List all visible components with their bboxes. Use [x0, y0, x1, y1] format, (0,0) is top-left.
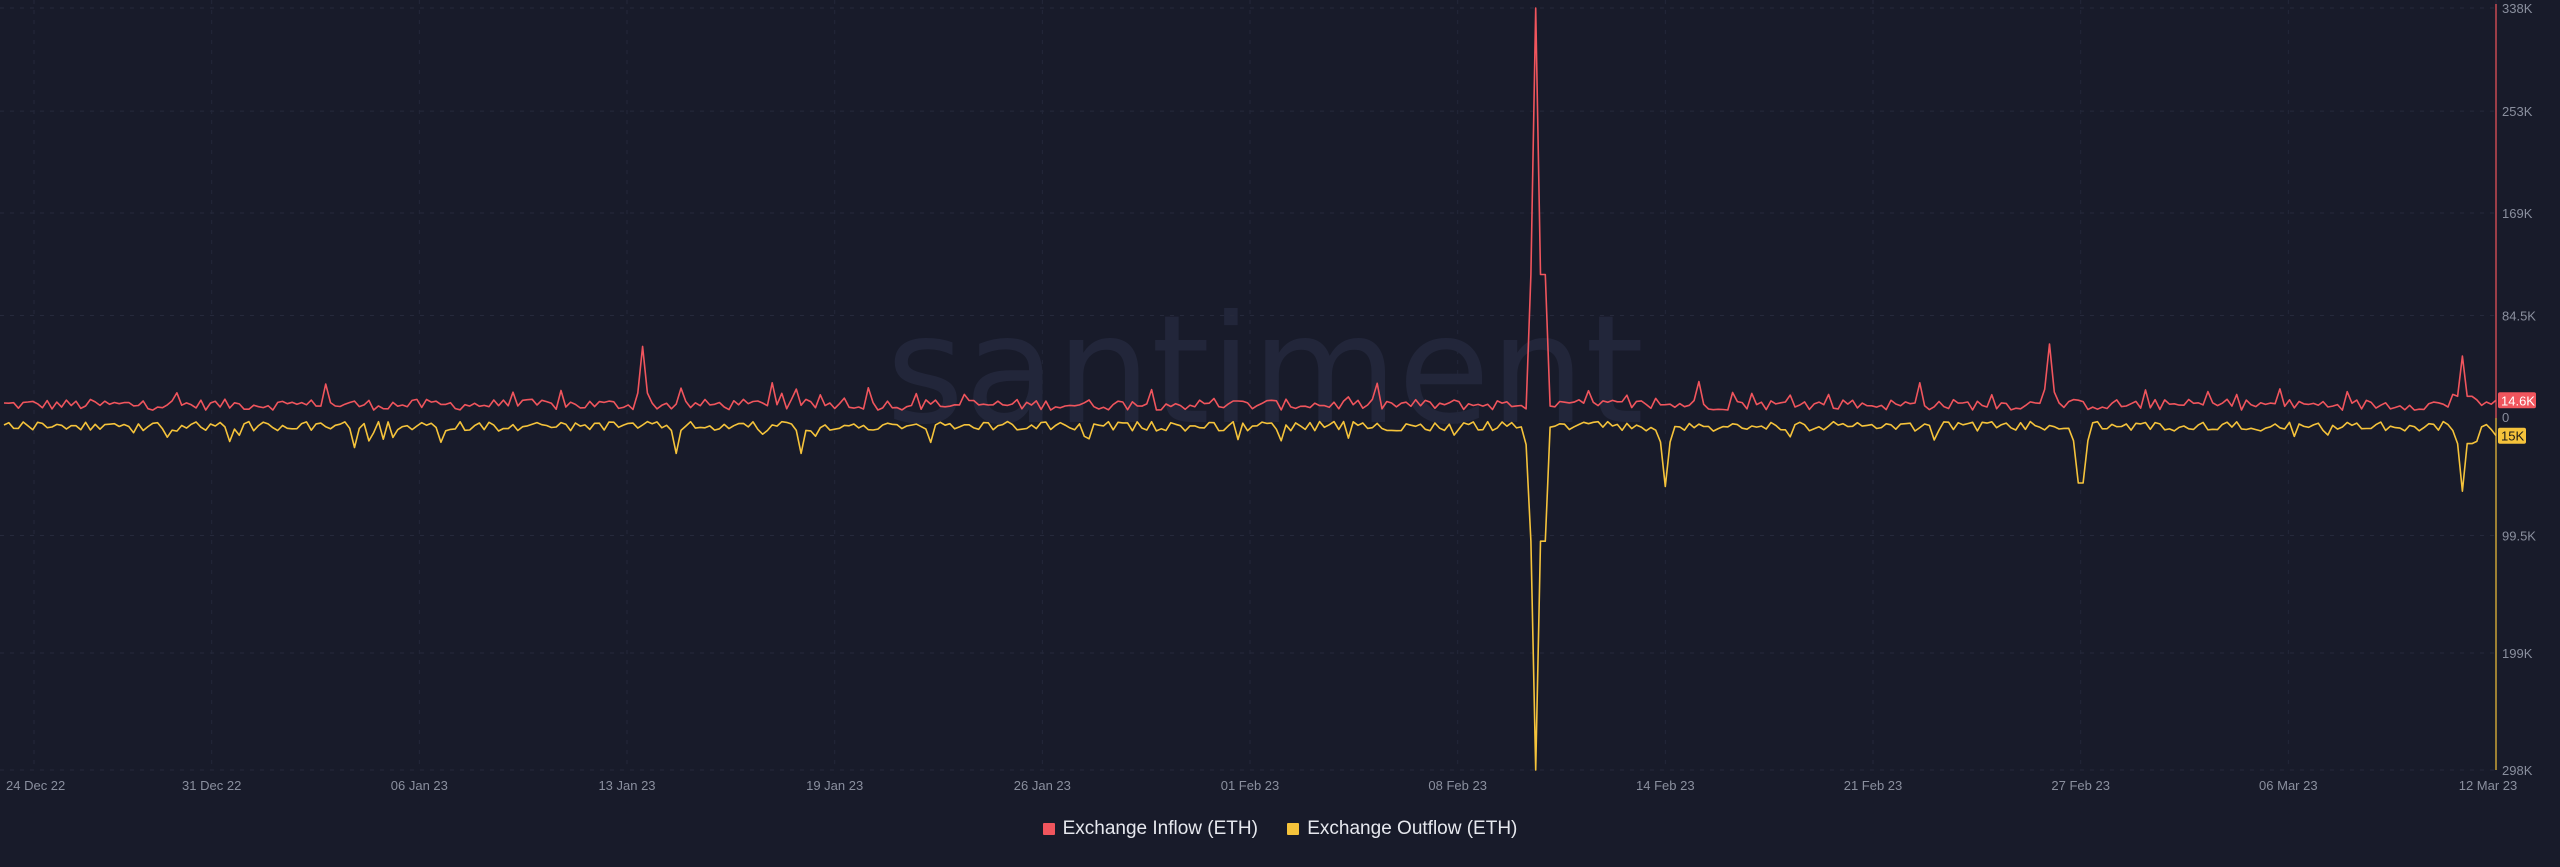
series-line-inflow	[3, 7, 2497, 411]
x-tick-label: 19 Jan 23	[806, 778, 863, 793]
y-axis-labels: 338K 253K 169K 84.5K 0 99.5K 199K 298K	[2502, 1, 2536, 778]
x-tick-label: 12 Mar 23	[2459, 778, 2518, 793]
x-tick-label: 24 Dec 22	[6, 778, 65, 793]
x-tick-label: 31 Dec 22	[182, 778, 241, 793]
series-line-outflow	[3, 420, 2497, 771]
legend: Exchange Inflow (ETH) Exchange Outflow (…	[0, 818, 2560, 841]
inflow-swatch-icon	[1042, 823, 1055, 835]
x-tick-label: 26 Jan 23	[1014, 778, 1071, 793]
y-tick-label: 84.5K	[2502, 309, 2536, 324]
x-tick-label: 06 Mar 23	[2259, 778, 2318, 793]
legend-item-outflow[interactable]: Exchange Outflow (ETH)	[1287, 818, 1517, 840]
y-tick-label: 298K	[2502, 763, 2533, 778]
outflow-value-text: 15K	[2501, 429, 2524, 444]
y-tick-label: 199K	[2502, 646, 2533, 661]
inflow-value-badge	[2498, 392, 2536, 409]
legend-label-inflow: Exchange Inflow (ETH)	[1062, 818, 1258, 839]
outflow-value-badge	[2498, 427, 2526, 444]
y-tick-label: 99.5K	[2502, 529, 2536, 544]
x-tick-label: 08 Feb 23	[1428, 778, 1487, 793]
inflow-value-text: 14.6K	[2501, 393, 2535, 408]
legend-item-inflow[interactable]: Exchange Inflow (ETH)	[1042, 818, 1258, 840]
y-tick-label: 169K	[2502, 206, 2533, 221]
x-axis-labels: 24 Dec 22 31 Dec 22 06 Jan 23 13 Jan 23 19 J…	[6, 778, 2517, 793]
x-tick-label: 13 Jan 23	[598, 778, 655, 793]
x-tick-label: 01 Feb 23	[1221, 778, 1280, 793]
x-tick-label: 27 Feb 23	[2051, 778, 2110, 793]
legend-label-outflow: Exchange Outflow (ETH)	[1307, 818, 1518, 839]
x-tick-label: 14 Feb 23	[1636, 778, 1695, 793]
grid-lines	[0, 0, 2497, 771]
value-badges: 14.6K 15K	[2498, 392, 2536, 444]
y-tick-label: 253K	[2502, 104, 2533, 119]
outflow-swatch-icon	[1287, 823, 1300, 835]
x-tick-label: 06 Jan 23	[391, 778, 448, 793]
y-tick-label: 0	[2502, 410, 2509, 425]
y-tick-label: 338K	[2502, 1, 2533, 16]
x-tick-label: 21 Feb 23	[1844, 778, 1903, 793]
watermark: santiment	[886, 284, 1644, 458]
series-layer	[3, 7, 2497, 771]
